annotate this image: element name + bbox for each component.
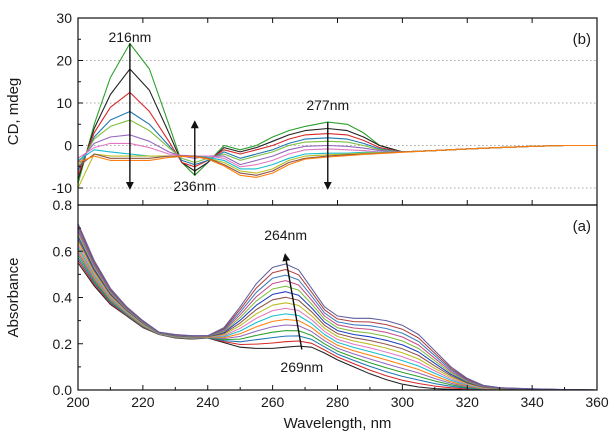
cd-annotation-label: 277nm bbox=[306, 97, 349, 113]
cd-series-group bbox=[78, 42, 597, 189]
cd-annotation-label: 236nm bbox=[173, 178, 216, 194]
absorbance-y-tick-label: 0.4 bbox=[53, 290, 73, 306]
absorbance-series-line bbox=[78, 257, 597, 390]
absorbance-y-tick-label: 0.6 bbox=[53, 243, 73, 259]
x-tick-label: 340 bbox=[520, 394, 544, 410]
absorbance-arrow bbox=[282, 253, 303, 350]
absorbance-series-line bbox=[78, 244, 597, 390]
x-axis-label: Wavelength, nm bbox=[284, 415, 392, 432]
absorbance-series-line bbox=[78, 231, 597, 390]
cd-y-axis-label: CD, mdeg bbox=[5, 78, 22, 146]
x-axis-ticks: 200 220 240 260 280 300 320 340 360 bbox=[66, 385, 609, 410]
panel-label-b: (b) bbox=[573, 31, 591, 48]
absorbance-annotations: 264nm 269nm bbox=[264, 227, 323, 375]
cd-series-line bbox=[78, 42, 597, 184]
cd-gridlines bbox=[78, 60, 597, 189]
cd-series-line bbox=[78, 68, 597, 180]
absorbance-annotation-label: 269nm bbox=[280, 359, 323, 375]
x-tick-label: 320 bbox=[456, 394, 480, 410]
x-tick-label: 240 bbox=[196, 394, 220, 410]
absorbance-series-line bbox=[78, 228, 597, 390]
absorbance-series-line bbox=[78, 223, 597, 390]
x-tick-label: 300 bbox=[391, 394, 415, 410]
cd-y-tick-label: 0 bbox=[64, 138, 72, 154]
cd-y-tick-label: 10 bbox=[56, 95, 72, 111]
cd-series-line bbox=[78, 144, 597, 189]
cd-annotations: 216nm 277nm 236nm bbox=[108, 29, 349, 194]
absorbance-y-ticks: 0.0 0.2 0.4 0.6 0.8 bbox=[53, 197, 83, 398]
absorbance-panel: 0.0 0.2 0.4 0.6 0.8 200 220 240 260 280 300 320 340… bbox=[5, 197, 609, 432]
absorbance-series-line bbox=[78, 249, 597, 390]
absorbance-y-tick-label: 0.2 bbox=[53, 336, 73, 352]
absorbance-y-axis-label: Absorbance bbox=[5, 257, 22, 337]
absorbance-annotation-label: 264nm bbox=[264, 227, 307, 243]
absorbance-series-line bbox=[78, 225, 597, 390]
absorbance-series-line bbox=[78, 262, 597, 390]
cd-y-tick-label: -10 bbox=[52, 180, 72, 196]
absorbance-series-line bbox=[78, 238, 597, 390]
panel-label-a: (a) bbox=[573, 218, 591, 235]
x-tick-label: 360 bbox=[585, 394, 609, 410]
cd-series-line bbox=[78, 144, 597, 178]
absorbance-series-line bbox=[78, 233, 597, 390]
x-tick-label: 260 bbox=[261, 394, 285, 410]
cd-y-tick-label: 30 bbox=[56, 10, 72, 26]
absorbance-series-line bbox=[78, 254, 597, 390]
absorbance-series-line bbox=[78, 236, 597, 390]
absorbance-series-group bbox=[78, 223, 597, 390]
cd-y-tick-label: 20 bbox=[56, 53, 72, 69]
cd-annotation-label: 216nm bbox=[108, 29, 151, 45]
x-tick-label: 280 bbox=[326, 394, 350, 410]
absorbance-series-line bbox=[78, 252, 597, 390]
cd-y-ticks: -10 0 10 20 30 bbox=[52, 10, 598, 205]
absorbance-y-tick-label: 0.8 bbox=[53, 197, 73, 213]
x-tick-label: 200 bbox=[66, 394, 90, 410]
cd-panel: -10 0 10 20 30 216nm 277nm 236nm (b) CD, mdeg bbox=[5, 10, 598, 206]
x-tick-label: 220 bbox=[131, 394, 155, 410]
absorbance-plot-frame bbox=[77, 204, 598, 391]
absorbance-y-tick-label: 0.0 bbox=[53, 382, 73, 398]
